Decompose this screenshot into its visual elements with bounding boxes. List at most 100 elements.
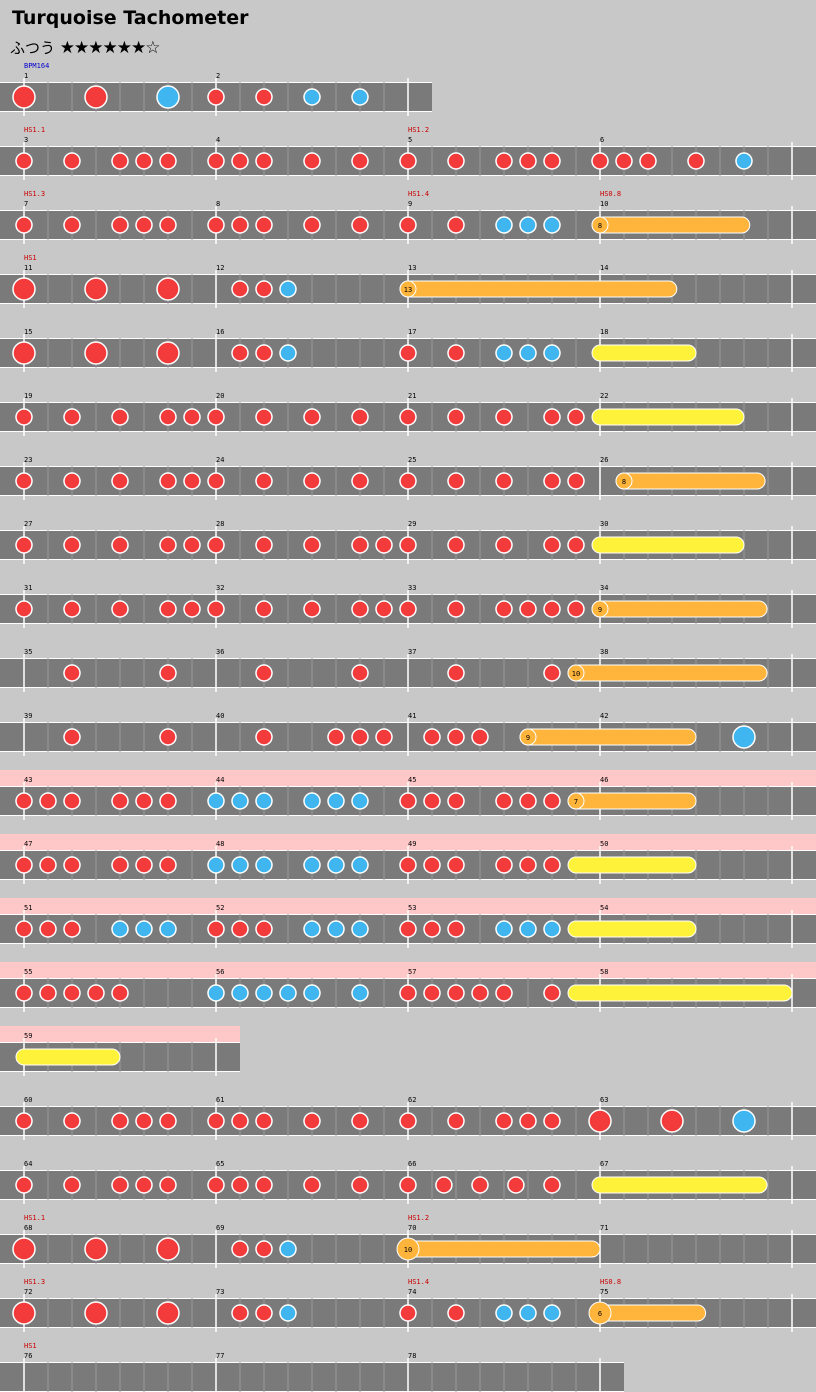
don-note — [399, 1112, 417, 1130]
don-note — [375, 728, 393, 746]
measure-number: 23 — [24, 456, 32, 464]
don-note — [399, 792, 417, 810]
don-note — [399, 1176, 417, 1194]
don-note — [543, 664, 561, 682]
don-note — [591, 152, 609, 170]
ka-note — [279, 1240, 297, 1258]
measure-number: 63 — [600, 1096, 608, 1104]
don-note — [183, 600, 201, 618]
measure-number: 75 — [600, 1288, 608, 1296]
don-note — [255, 664, 273, 682]
balloon-note — [567, 664, 768, 682]
measure-number: 36 — [216, 648, 224, 656]
big-don-note — [588, 1109, 612, 1133]
don-note — [519, 1112, 537, 1130]
ka-note — [279, 1304, 297, 1322]
don-note — [63, 1112, 81, 1130]
balloon-head — [588, 1301, 612, 1325]
don-note — [471, 1176, 489, 1194]
don-note — [111, 408, 129, 426]
don-note — [231, 344, 249, 362]
big-don-note — [156, 341, 180, 365]
don-note — [447, 472, 465, 490]
gogo-band — [0, 962, 816, 978]
don-note — [15, 1112, 33, 1130]
ka-note — [495, 216, 513, 234]
don-note — [495, 536, 513, 554]
ka-note — [303, 920, 321, 938]
drumroll-note — [15, 1048, 121, 1066]
measure-number: 8 — [216, 200, 220, 208]
don-note — [255, 344, 273, 362]
measure-number: 72 — [24, 1288, 32, 1296]
big-don-note — [156, 1301, 180, 1325]
balloon-head — [567, 664, 585, 682]
don-note — [399, 600, 417, 618]
measure-number: 18 — [600, 328, 608, 336]
measure-number: 41 — [408, 712, 416, 720]
don-note — [543, 792, 561, 810]
don-note — [447, 600, 465, 618]
ka-note — [327, 920, 345, 938]
don-note — [231, 920, 249, 938]
don-note — [447, 216, 465, 234]
ka-note — [303, 984, 321, 1002]
scroll-speed-label: HS1.4 — [408, 190, 429, 198]
don-note — [447, 856, 465, 874]
don-note — [111, 984, 129, 1002]
don-note — [351, 600, 369, 618]
don-note — [303, 536, 321, 554]
measure-number: 21 — [408, 392, 416, 400]
don-note — [231, 1176, 249, 1194]
measure-number: 43 — [24, 776, 32, 784]
balloon-count: 7 — [574, 798, 578, 806]
difficulty-stars: ★★★★★★☆ — [59, 38, 161, 58]
bpm-label: BPM164 — [24, 62, 49, 70]
big-ka-note — [732, 725, 756, 749]
don-note — [159, 856, 177, 874]
don-note — [159, 1176, 177, 1194]
don-note — [135, 216, 153, 234]
don-note — [399, 1304, 417, 1322]
ka-note — [351, 984, 369, 1002]
don-note — [351, 1112, 369, 1130]
drumroll-note — [567, 856, 697, 874]
ka-note — [303, 792, 321, 810]
balloon-note — [519, 728, 697, 746]
don-note — [255, 1304, 273, 1322]
ka-note — [351, 792, 369, 810]
balloon-head — [567, 792, 585, 810]
gogo-band — [0, 898, 816, 914]
don-note — [255, 472, 273, 490]
don-note — [159, 152, 177, 170]
big-don-note — [660, 1109, 684, 1133]
don-note — [507, 1176, 525, 1194]
ka-note — [543, 344, 561, 362]
balloon-head — [399, 280, 417, 298]
big-don-note — [12, 85, 36, 109]
don-note — [63, 152, 81, 170]
don-note — [159, 1112, 177, 1130]
measure-number: 46 — [600, 776, 608, 784]
measure-number: 55 — [24, 968, 32, 976]
measure-number: 71 — [600, 1224, 608, 1232]
don-note — [447, 792, 465, 810]
ka-note — [303, 856, 321, 874]
measure-number: 11 — [24, 264, 32, 272]
drumroll-note — [591, 344, 697, 362]
ka-note — [207, 984, 225, 1002]
don-note — [351, 408, 369, 426]
ka-note — [231, 984, 249, 1002]
don-note — [351, 536, 369, 554]
don-note — [63, 664, 81, 682]
balloon-count: 9 — [598, 606, 602, 614]
don-note — [231, 152, 249, 170]
gogo-band — [0, 834, 816, 850]
don-note — [399, 152, 417, 170]
ka-note — [327, 792, 345, 810]
don-note — [15, 920, 33, 938]
measure-number: 70 — [408, 1224, 416, 1232]
don-note — [471, 728, 489, 746]
scroll-speed-label: HS1.1 — [24, 126, 45, 134]
